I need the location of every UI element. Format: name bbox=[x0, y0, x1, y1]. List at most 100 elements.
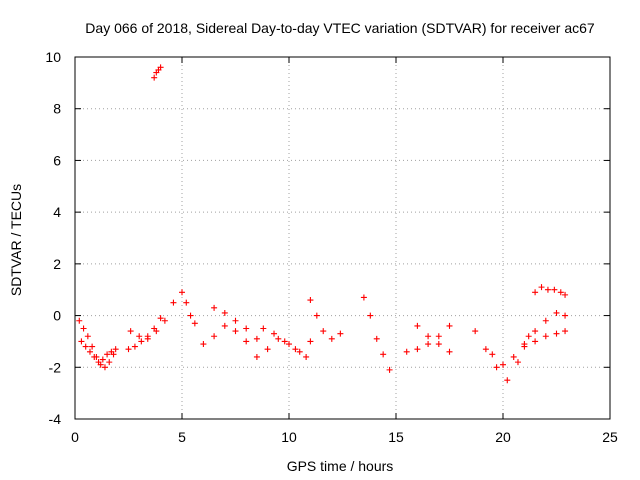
data-point bbox=[253, 353, 260, 360]
y-tick-label: 8 bbox=[53, 101, 61, 117]
data-point bbox=[127, 328, 134, 335]
data-point bbox=[243, 338, 250, 345]
data-point bbox=[157, 64, 164, 71]
x-tick-label: 20 bbox=[495, 429, 511, 445]
y-tick-label: 2 bbox=[53, 256, 61, 272]
series-arc-16 bbox=[489, 309, 569, 368]
data-point bbox=[542, 317, 549, 324]
data-point bbox=[106, 359, 113, 366]
data-point bbox=[221, 322, 228, 329]
x-axis-ticks: 0 5 10 15 20 25 bbox=[71, 57, 618, 445]
data-point bbox=[472, 328, 479, 335]
data-point bbox=[328, 335, 335, 342]
data-point bbox=[435, 333, 442, 340]
data-point bbox=[275, 335, 282, 342]
data-point bbox=[532, 338, 539, 345]
data-point bbox=[125, 346, 132, 353]
data-point bbox=[86, 348, 93, 355]
data-point bbox=[557, 289, 564, 296]
data-point bbox=[200, 341, 207, 348]
data-point bbox=[532, 328, 539, 335]
data-point bbox=[493, 364, 500, 371]
data-point bbox=[307, 297, 314, 304]
data-point bbox=[562, 291, 569, 298]
data-point bbox=[521, 343, 528, 350]
data-point bbox=[221, 309, 228, 316]
data-point bbox=[91, 353, 98, 360]
data-point bbox=[542, 333, 549, 340]
data-point bbox=[264, 346, 271, 353]
data-point bbox=[99, 356, 106, 363]
y-tick-label: 4 bbox=[53, 204, 61, 220]
data-point bbox=[380, 351, 387, 358]
data-points bbox=[76, 64, 569, 384]
data-point bbox=[286, 341, 292, 348]
series-arc-5 bbox=[151, 64, 164, 81]
data-point bbox=[514, 359, 521, 366]
data-point bbox=[446, 322, 453, 329]
data-point bbox=[78, 338, 85, 345]
x-tick-label: 15 bbox=[388, 429, 404, 445]
data-point bbox=[525, 333, 532, 340]
series-arc-9 bbox=[253, 335, 314, 360]
data-point bbox=[562, 328, 569, 335]
data-point bbox=[425, 333, 432, 340]
data-point bbox=[435, 341, 442, 348]
data-point bbox=[84, 333, 91, 340]
data-point bbox=[489, 351, 496, 358]
y-tick-label: 0 bbox=[53, 308, 61, 324]
series-arc-12 bbox=[360, 294, 393, 373]
data-point bbox=[425, 341, 432, 348]
data-point bbox=[414, 322, 421, 329]
y-axis-label: SDTVAR / TECUs bbox=[8, 184, 24, 296]
data-point bbox=[281, 338, 288, 345]
data-point bbox=[232, 317, 239, 324]
x-tick-label: 10 bbox=[281, 429, 297, 445]
data-point bbox=[373, 335, 380, 342]
data-point bbox=[544, 286, 551, 293]
data-point bbox=[360, 294, 367, 301]
y-tick-label: 10 bbox=[45, 49, 61, 65]
data-point bbox=[367, 312, 374, 319]
data-point bbox=[101, 364, 108, 371]
data-point bbox=[136, 333, 143, 340]
y-tick-label: -4 bbox=[49, 411, 62, 427]
data-point bbox=[538, 284, 545, 291]
data-point bbox=[104, 351, 111, 358]
series-arc-13 bbox=[403, 322, 453, 355]
data-point bbox=[553, 330, 560, 337]
data-point bbox=[80, 325, 87, 332]
data-point bbox=[446, 348, 453, 355]
data-point bbox=[320, 328, 327, 335]
data-point bbox=[562, 312, 569, 319]
data-point bbox=[161, 317, 168, 324]
data-point bbox=[211, 304, 218, 311]
data-point bbox=[144, 335, 151, 342]
data-point bbox=[89, 343, 96, 350]
series-arc-18 bbox=[521, 328, 569, 350]
data-point bbox=[386, 366, 393, 373]
series-arc-11 bbox=[307, 297, 344, 342]
data-point bbox=[243, 325, 250, 332]
data-point bbox=[138, 338, 145, 345]
data-point bbox=[82, 343, 89, 350]
y-tick-label: -2 bbox=[49, 359, 62, 375]
data-point bbox=[260, 325, 267, 332]
plot-frame bbox=[74, 56, 611, 420]
data-point bbox=[131, 343, 138, 350]
data-point bbox=[337, 330, 344, 337]
data-point bbox=[403, 348, 410, 355]
data-point bbox=[296, 348, 303, 355]
data-point bbox=[183, 299, 190, 306]
data-point bbox=[191, 320, 198, 327]
x-tick-label: 25 bbox=[602, 429, 618, 445]
data-point bbox=[551, 286, 558, 293]
x-axis-label: GPS time / hours bbox=[287, 458, 394, 474]
series-arc-15 bbox=[472, 328, 532, 384]
y-axis-ticks: -4 -2 0 2 4 6 8 10 bbox=[45, 49, 610, 427]
series-arc-4 bbox=[127, 299, 177, 342]
data-point bbox=[500, 361, 506, 368]
series-arc-17 bbox=[532, 284, 569, 298]
data-point bbox=[153, 328, 160, 335]
